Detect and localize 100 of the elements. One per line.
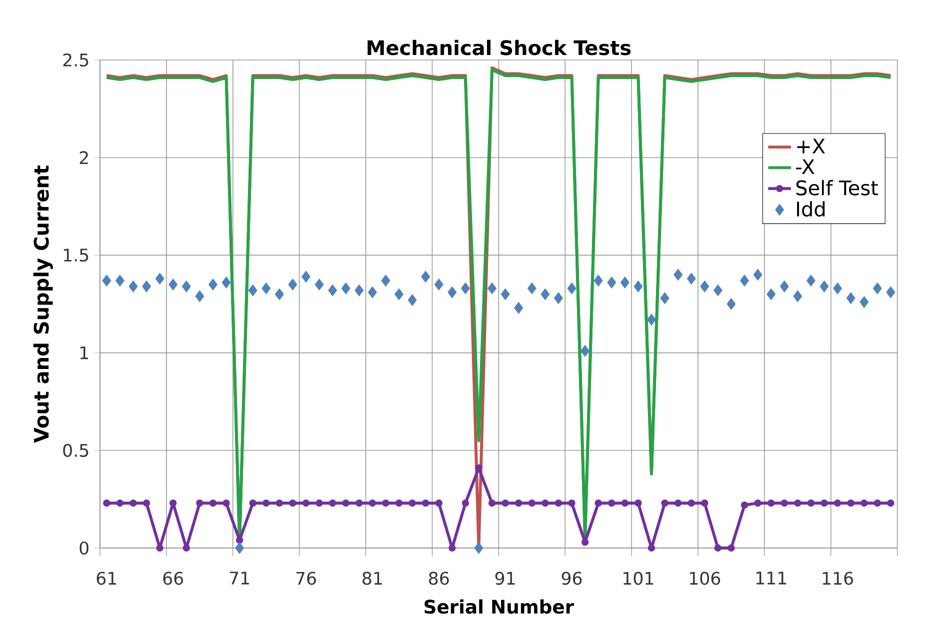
- point: [514, 302, 524, 314]
- x-tick-label: 91: [495, 572, 515, 585]
- x-tick-label: 76: [296, 572, 316, 585]
- point: [700, 280, 710, 292]
- point: [820, 500, 828, 507]
- point: [368, 286, 377, 298]
- point: [621, 500, 629, 507]
- point: [581, 538, 589, 546]
- point: [474, 542, 484, 554]
- point: [422, 500, 430, 507]
- point: [554, 292, 563, 304]
- point: [488, 282, 496, 294]
- point: [209, 500, 217, 507]
- point: [754, 500, 762, 507]
- point: [142, 500, 150, 507]
- point: [874, 500, 881, 507]
- point: [421, 270, 430, 283]
- point: [235, 542, 244, 554]
- point: [740, 501, 748, 509]
- point: [766, 288, 776, 300]
- point: [249, 500, 256, 507]
- point: [860, 296, 869, 308]
- point: [381, 274, 390, 286]
- point: [661, 500, 668, 507]
- point: [354, 284, 364, 296]
- point: [608, 500, 616, 507]
- point: [368, 500, 376, 507]
- point: [342, 500, 350, 507]
- y-tick-label: 0: [80, 541, 88, 555]
- point: [395, 500, 403, 507]
- point: [674, 268, 683, 281]
- point: [262, 500, 270, 507]
- legend-label: +X: [797, 138, 825, 154]
- x-tick-label: 101: [624, 572, 654, 585]
- point: [580, 344, 590, 357]
- point: [860, 500, 868, 507]
- point: [807, 500, 815, 507]
- point: [515, 500, 522, 507]
- legend-label: -X: [796, 159, 814, 174]
- point: [195, 290, 204, 302]
- point: [728, 544, 735, 552]
- point: [302, 270, 310, 283]
- point: [528, 500, 536, 507]
- point: [780, 500, 788, 507]
- point: [726, 298, 736, 310]
- x-tick-label: 71: [230, 572, 249, 584]
- point: [540, 288, 550, 300]
- point: [753, 268, 762, 281]
- point: [328, 284, 338, 296]
- point: [887, 500, 894, 507]
- x-tick-label: 116: [822, 572, 853, 585]
- point: [115, 274, 124, 286]
- point: [236, 536, 244, 544]
- x-tick-label: 111: [756, 572, 786, 584]
- point: [222, 500, 230, 507]
- point: [714, 544, 722, 552]
- point: [833, 282, 842, 294]
- y-axis-title: Vout and Supply Current: [33, 165, 53, 443]
- point: [116, 500, 124, 507]
- point: [168, 278, 178, 290]
- chart-title: Mechanical Shock Tests: [368, 40, 631, 56]
- point: [648, 544, 656, 552]
- point: [382, 500, 390, 507]
- point: [128, 280, 138, 292]
- point: [740, 274, 749, 286]
- point: [155, 272, 164, 284]
- point: [276, 500, 284, 507]
- point: [793, 290, 802, 302]
- y-tick-label: 2: [80, 151, 88, 164]
- point: [594, 274, 603, 286]
- point: [208, 278, 218, 290]
- point: [288, 278, 298, 290]
- point: [408, 294, 417, 306]
- point: [567, 282, 576, 294]
- point: [872, 282, 882, 294]
- point: [686, 272, 696, 284]
- point: [316, 500, 323, 507]
- point: [647, 314, 656, 326]
- point: [462, 500, 470, 507]
- point: [620, 276, 630, 288]
- point: [302, 500, 310, 507]
- point: [448, 286, 457, 298]
- point: [434, 278, 444, 290]
- point: [356, 500, 363, 507]
- y-tick-label: 1.5: [64, 248, 88, 262]
- point: [448, 544, 456, 552]
- x-tick-label: 86: [429, 572, 449, 585]
- point: [103, 500, 110, 507]
- point: [182, 280, 191, 292]
- point: [594, 500, 602, 507]
- point: [846, 292, 856, 304]
- x-tick-label: 61: [96, 572, 116, 585]
- point: [435, 500, 442, 507]
- point: [142, 280, 151, 292]
- point: [767, 500, 775, 507]
- point: [196, 500, 204, 507]
- x-axis-title: Serial Number: [424, 599, 574, 614]
- legend-label: Idd: [797, 201, 825, 217]
- point: [222, 276, 231, 288]
- point: [394, 288, 404, 300]
